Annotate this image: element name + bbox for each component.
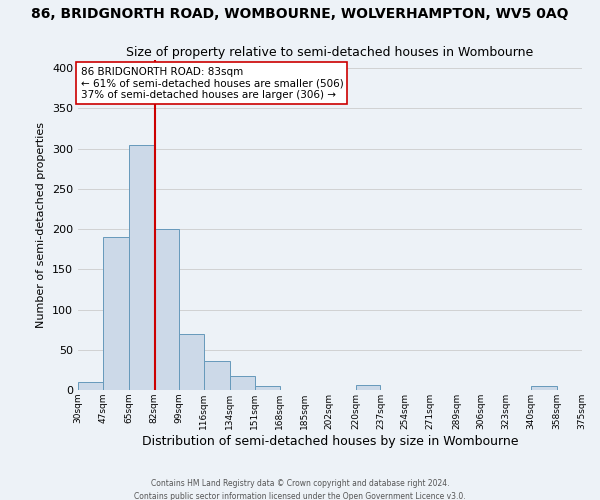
X-axis label: Distribution of semi-detached houses by size in Wombourne: Distribution of semi-detached houses by … (142, 434, 518, 448)
Bar (356, 385, 380, 390)
Text: 86, BRIDGNORTH ROAD, WOMBOURNE, WOLVERHAMPTON, WV5 0AQ: 86, BRIDGNORTH ROAD, WOMBOURNE, WOLVERHA… (31, 8, 569, 22)
Bar (154, 229, 179, 390)
Text: Contains HM Land Registry data © Crown copyright and database right 2024.
Contai: Contains HM Land Registry data © Crown c… (134, 480, 466, 500)
Bar (531, 386, 557, 390)
Text: 86 BRIDGNORTH ROAD: 83sqm
← 61% of semi-detached houses are smaller (506)
37% of: 86 BRIDGNORTH ROAD: 83sqm ← 61% of semi-… (80, 66, 343, 100)
Y-axis label: Number of semi-detached properties: Number of semi-detached properties (37, 122, 46, 328)
Bar (78, 382, 103, 390)
Bar (203, 361, 230, 390)
Bar (179, 334, 203, 390)
Title: Size of property relative to semi-detached houses in Wombourne: Size of property relative to semi-detach… (127, 46, 533, 59)
Bar (103, 237, 129, 390)
Bar (230, 376, 255, 390)
Bar (255, 386, 280, 390)
Bar (129, 144, 154, 390)
